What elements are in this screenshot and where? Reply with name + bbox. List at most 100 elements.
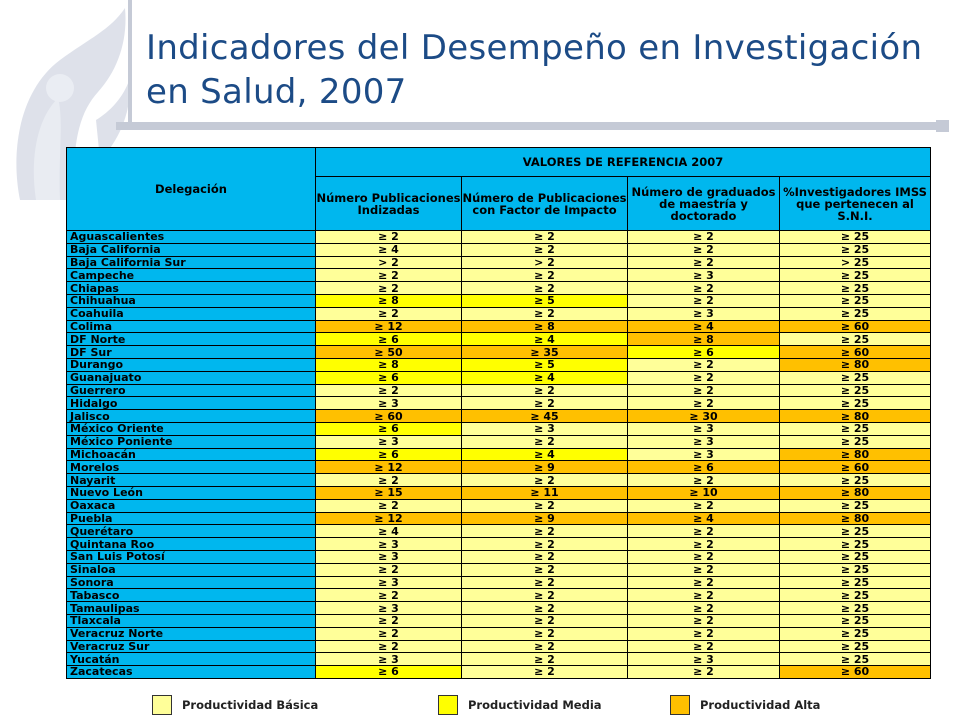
value-cell: ≥ 2	[315, 268, 462, 283]
value-cell: ≥ 3	[315, 575, 462, 590]
value-cell: ≥ 2	[627, 613, 780, 628]
value-cell: ≥ 2	[461, 473, 628, 487]
delegacion-cell: Campeche	[66, 268, 316, 283]
value-cell: ≥ 2	[461, 281, 628, 295]
value-cell: ≥ 15	[315, 485, 462, 500]
value-cell: ≥ 3	[315, 652, 462, 667]
value-cell: ≥ 2	[461, 652, 628, 667]
value-cell: ≥ 2	[461, 498, 628, 513]
value-cell: ≥ 25	[778, 370, 932, 385]
value-cell: ≥ 60	[778, 665, 932, 679]
value-cell: ≥ 4	[461, 447, 628, 462]
value-cell: ≥ 2	[461, 268, 628, 283]
delegacion-cell: Chihuahua	[66, 293, 316, 308]
value-cell: ≥ 25	[778, 421, 932, 436]
delegacion-cell: Guanajuato	[66, 370, 316, 385]
delegacion-cell: Aguascalientes	[66, 230, 316, 244]
value-cell: ≥ 2	[461, 230, 628, 244]
value-cell: ≥ 5	[461, 357, 628, 372]
value-cell: ≥ 2	[461, 639, 628, 654]
legend-label-alta: Productividad Alta	[700, 698, 821, 712]
value-cell: ≥ 3	[315, 396, 462, 411]
value-cell: ≥ 8	[315, 357, 462, 372]
value-cell: ≥ 2	[315, 383, 462, 398]
value-cell: ≥ 25	[778, 268, 932, 283]
value-cell: ≥ 25	[778, 652, 932, 667]
table-row: Guanajuato ≥ 6 ≥ 4 ≥ 2 ≥ 25	[66, 370, 932, 385]
value-cell: ≥ 8	[315, 293, 462, 308]
value-cell: ≥ 6	[315, 370, 462, 385]
value-cell: ≥ 25	[778, 281, 932, 295]
value-cell: ≥ 30	[627, 409, 780, 423]
value-cell: ≥ 2	[461, 396, 628, 411]
value-cell: ≥ 2	[461, 383, 628, 398]
table-row: México Oriente ≥ 6 ≥ 3 ≥ 3 ≥ 25	[66, 421, 932, 436]
value-cell: > 25	[778, 255, 932, 270]
value-cell: ≥ 3	[627, 447, 780, 462]
table-row: Quintana Roo ≥ 3 ≥ 2 ≥ 2 ≥ 25	[66, 537, 932, 551]
value-cell: ≥ 60	[778, 345, 932, 359]
value-cell: ≥ 25	[778, 524, 932, 539]
header-rule-end-block	[936, 120, 949, 132]
value-cell: ≥ 2	[461, 665, 628, 679]
value-cell: ≥ 2	[627, 293, 780, 308]
value-cell: ≥ 8	[461, 319, 628, 334]
col-header-graduados: Número de graduados de maestría y doctor…	[627, 176, 780, 231]
value-cell: ≥ 2	[461, 626, 628, 641]
delegacion-cell: México Oriente	[66, 421, 316, 436]
indicators-table-body: Aguascalientes ≥ 2 ≥ 2 ≥ 2 ≥ 25 Baja Californ…	[66, 230, 932, 679]
value-cell: ≥ 2	[315, 473, 462, 487]
delegacion-cell: Quintana Roo	[66, 537, 316, 551]
value-cell: ≥ 3	[315, 601, 462, 615]
table-row: Chiapas ≥ 2 ≥ 2 ≥ 2 ≥ 25	[66, 281, 932, 295]
table-row: Baja California ≥ 4 ≥ 2 ≥ 2 ≥ 25	[66, 242, 932, 257]
value-cell: ≥ 3	[627, 306, 780, 321]
value-cell: ≥ 2	[315, 626, 462, 641]
delegacion-cell: San Luis Potosí	[66, 549, 316, 564]
legend-label-media: Productividad Media	[468, 698, 602, 712]
value-cell: ≥ 2	[461, 613, 628, 628]
table-row: Campeche ≥ 2 ≥ 2 ≥ 3 ≥ 25	[66, 268, 932, 283]
value-cell: ≥ 4	[461, 370, 628, 385]
value-cell: ≥ 25	[778, 613, 932, 628]
delegacion-cell: DF Norte	[66, 332, 316, 347]
value-cell: ≥ 6	[315, 421, 462, 436]
value-cell: ≥ 2	[627, 665, 780, 679]
header-vertical-rule	[128, 0, 132, 130]
value-cell: ≥ 8	[627, 332, 780, 347]
value-cell: ≥ 2	[627, 255, 780, 270]
value-cell: ≥ 3	[315, 434, 462, 449]
table-row: Coahuila ≥ 2 ≥ 2 ≥ 3 ≥ 25	[66, 306, 932, 321]
legend: Productividad Básica Productividad Media…	[0, 695, 960, 717]
table-row: Querétaro ≥ 4 ≥ 2 ≥ 2 ≥ 25	[66, 524, 932, 539]
table-row: Veracruz Sur ≥ 2 ≥ 2 ≥ 2 ≥ 25	[66, 639, 932, 654]
value-cell: ≥ 9	[461, 460, 628, 475]
delegacion-cell: Guerrero	[66, 383, 316, 398]
value-cell: ≥ 2	[315, 498, 462, 513]
delegacion-cell: DF Sur	[66, 345, 316, 359]
value-cell: ≥ 3	[627, 268, 780, 283]
value-cell: ≥ 2	[315, 562, 462, 577]
value-cell: ≥ 60	[778, 460, 932, 475]
value-cell: ≥ 25	[778, 230, 932, 244]
value-cell: ≥ 2	[627, 396, 780, 411]
table-row: Tabasco ≥ 2 ≥ 2 ≥ 2 ≥ 25	[66, 588, 932, 603]
value-cell: ≥ 4	[627, 511, 780, 526]
value-cell: ≥ 9	[461, 511, 628, 526]
value-cell: ≥ 80	[778, 447, 932, 462]
legend-item-basica: Productividad Básica	[152, 695, 318, 715]
group-header-valores-referencia: VALORES DE REFERENCIA 2007	[314, 147, 932, 177]
delegacion-cell: Zacatecas	[66, 665, 316, 679]
imss-logo-watermark-icon	[16, 8, 131, 200]
value-cell: ≥ 2	[627, 537, 780, 551]
value-cell: ≥ 12	[315, 511, 462, 526]
table-row: Aguascalientes ≥ 2 ≥ 2 ≥ 2 ≥ 25	[66, 230, 932, 244]
value-cell: ≥ 2	[461, 562, 628, 577]
value-cell: ≥ 80	[778, 409, 932, 423]
value-cell: ≥ 25	[778, 639, 932, 654]
value-cell: ≥ 2	[315, 639, 462, 654]
delegacion-cell: Tamaulipas	[66, 601, 316, 615]
legend-item-alta: Productividad Alta	[670, 695, 820, 715]
value-cell: ≥ 2	[315, 306, 462, 321]
delegacion-cell: Michoacán	[66, 447, 316, 462]
